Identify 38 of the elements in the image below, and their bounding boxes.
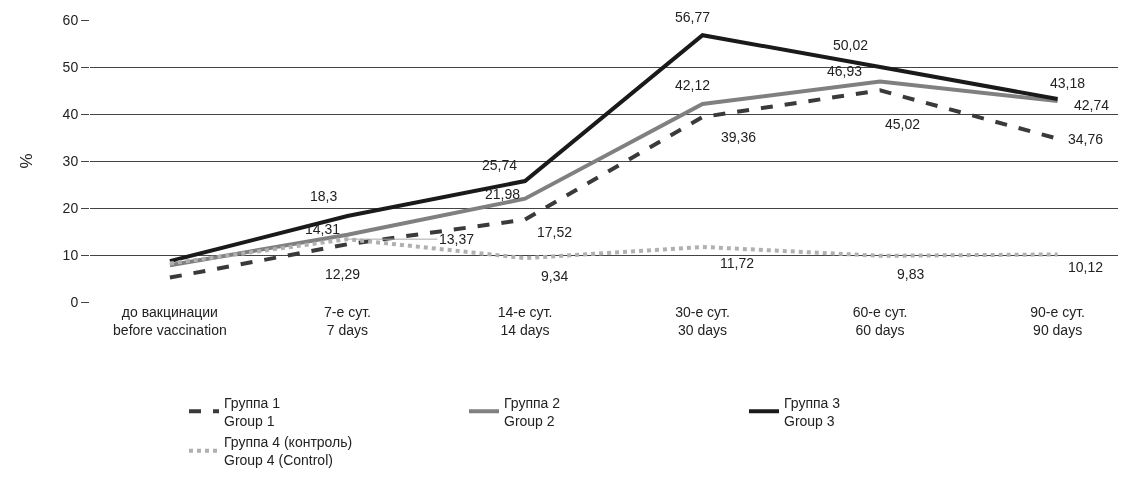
legend-label: Группа 1 Group 1	[224, 394, 281, 429]
data-label: 10,12	[1068, 259, 1104, 275]
data-label: 21,98	[485, 186, 521, 202]
x-tick-label: 30-е сут. 30 days	[675, 304, 730, 339]
data-label: 50,02	[833, 37, 869, 53]
x-tick-label: до вакцинации before vaccination	[113, 304, 227, 339]
y-tick-label: 50	[62, 58, 79, 75]
data-label: 9,83	[897, 266, 925, 282]
data-label: 39,36	[721, 129, 757, 145]
data-label: 25,74	[482, 157, 518, 173]
y-axis-title: %	[17, 153, 37, 169]
data-label: 18,3	[310, 188, 338, 204]
legend-label: Группа 3 Group 3	[784, 394, 841, 429]
data-label: 13,37	[439, 231, 475, 247]
data-label: 9,34	[541, 268, 569, 284]
data-label: 46,93	[827, 63, 863, 79]
y-tick-label: 20	[62, 199, 79, 216]
y-tick-label: 10	[62, 246, 79, 263]
data-label: 34,76	[1068, 131, 1104, 147]
y-tick-label: 60	[62, 11, 79, 28]
x-tick-label: 7-е сут. 7 days	[324, 304, 371, 339]
data-label: 11,72	[720, 255, 755, 271]
x-tick-label: 90-е сут. 90 days	[1030, 304, 1085, 339]
legend-label: Группа 4 (контроль) Group 4 (Control)	[224, 434, 353, 469]
data-label: 56,77	[675, 9, 711, 25]
data-label: 45,02	[885, 116, 921, 132]
data-label: 14,31	[305, 221, 341, 237]
x-tick-label: 60-е сут. 60 days	[852, 304, 908, 339]
x-tick-label: 14-е сут. 14 days	[497, 304, 553, 339]
legend-label: Группа 2 Group 2	[504, 394, 561, 429]
data-label: 17,52	[537, 224, 573, 240]
data-label: 42,12	[675, 77, 711, 93]
y-tick-label: 40	[62, 105, 79, 122]
y-tick-label: 30	[62, 152, 79, 169]
data-label: 42,74	[1074, 97, 1110, 113]
data-label: 43,18	[1050, 75, 1086, 91]
data-label: 12,29	[325, 266, 361, 282]
y-tick-label: 0	[70, 293, 79, 310]
